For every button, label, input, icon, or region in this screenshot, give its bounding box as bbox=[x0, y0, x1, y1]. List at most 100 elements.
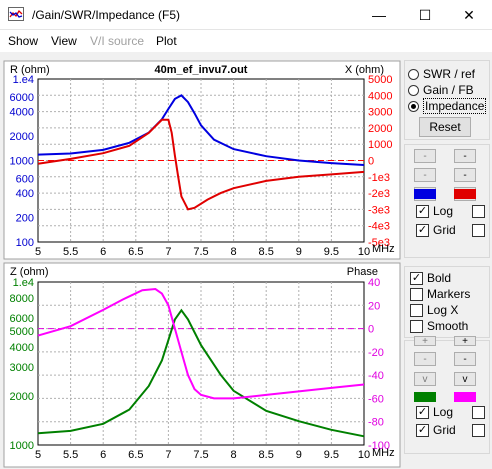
menu-plot[interactable]: Plot bbox=[156, 34, 177, 48]
bold-checkbox[interactable]: ✓ Bold bbox=[410, 270, 451, 286]
top-right-tick-label: 2000 bbox=[368, 123, 392, 135]
bottom-left-plus-button[interactable]: + bbox=[414, 336, 436, 347]
bottom-right-tick-label: 40 bbox=[368, 277, 380, 289]
r-axis-label: R (ohm) bbox=[10, 64, 50, 76]
bottom-log-box[interactable]: ✓ bbox=[416, 405, 429, 419]
side-panel: SWR / ref Gain / FB Impedance Reset - - … bbox=[402, 52, 492, 469]
logx-checkbox[interactable]: Log X bbox=[410, 302, 458, 318]
top-x-tick-label: 8.5 bbox=[259, 246, 274, 258]
bottom-right-tick-label: -80 bbox=[368, 417, 384, 429]
top-log-box[interactable]: ✓ bbox=[416, 204, 429, 218]
minimize-button[interactable]: — bbox=[372, 7, 386, 23]
radio-impedance[interactable]: Impedance bbox=[408, 98, 487, 114]
menu-view[interactable]: View bbox=[51, 34, 77, 48]
radio-swr-label: SWR / ref bbox=[423, 67, 476, 81]
x-series-line bbox=[37, 118, 365, 211]
bottom-x-tick-label: 7.5 bbox=[193, 449, 208, 461]
radio-impedance-dot[interactable] bbox=[408, 100, 419, 112]
bottom-right-plus-button[interactable]: + bbox=[454, 336, 476, 347]
reset-button[interactable]: Reset bbox=[419, 117, 471, 137]
top-grid-checkbox[interactable]: ✓ Grid bbox=[416, 222, 456, 238]
r-color-swatch[interactable] bbox=[414, 189, 436, 199]
menu-show[interactable]: Show bbox=[8, 34, 39, 48]
smooth-checkbox[interactable]: Smooth bbox=[410, 318, 468, 334]
mode-group bbox=[404, 60, 490, 140]
bottom-left-tick-label: 1000 bbox=[10, 440, 34, 452]
bottom-left-tick-label: 4000 bbox=[10, 342, 34, 354]
plots-svg: R (ohm) 40m_ef_invu7.out X (ohm) 1.e4600… bbox=[3, 60, 401, 468]
bottom-right-tick-label: 0 bbox=[368, 324, 374, 336]
bottom-right-minus-button[interactable]: - bbox=[454, 352, 476, 366]
top-left-up-button[interactable]: - bbox=[414, 149, 436, 163]
bottom-log-checkbox[interactable]: ✓ Log bbox=[416, 404, 453, 420]
z-color-swatch[interactable] bbox=[414, 392, 436, 402]
logx-box[interactable] bbox=[410, 303, 423, 317]
phase-color-swatch[interactable] bbox=[454, 392, 476, 402]
top-left-tick-label: 400 bbox=[16, 188, 34, 200]
top-x-tick-label: 8 bbox=[231, 246, 237, 258]
bottom-right-tick-label: -40 bbox=[368, 370, 384, 382]
bottom-controls-group bbox=[404, 340, 490, 454]
x-color-swatch[interactable] bbox=[454, 189, 476, 199]
phase-axis-ticks: 40 20 0 -20 -40 -60 -80 -100 bbox=[368, 277, 390, 452]
top-right-minus-button[interactable]: - bbox=[454, 168, 476, 182]
maximize-button[interactable]: ☐ bbox=[418, 6, 432, 23]
plots-area: R (ohm) 40m_ef_invu7.out X (ohm) 1.e4 600… bbox=[0, 52, 402, 469]
top-left-tick-label: 200 bbox=[16, 212, 34, 224]
radio-gain-dot[interactable] bbox=[408, 84, 419, 96]
top-right-tick-label: -2e3 bbox=[368, 188, 390, 200]
bottom-grid-checkbox[interactable]: ✓ Grid bbox=[416, 422, 456, 438]
top-left-tick-label: 6000 bbox=[10, 92, 34, 104]
bottom-right-tick-label: -60 bbox=[368, 393, 384, 405]
x-axis-ticks: 5000 4000 3000 2000 1000 0 -1e3 -2e3 -3e3 -4e3 -5e… bbox=[368, 74, 392, 249]
bold-box[interactable]: ✓ bbox=[410, 271, 423, 285]
bottom-right-down-button[interactable]: v bbox=[454, 372, 476, 386]
top-log-right-box[interactable] bbox=[472, 204, 485, 218]
r-series-line bbox=[37, 94, 365, 166]
plot-title: 40m_ef_invu7.out bbox=[155, 64, 248, 76]
top-right-up-button[interactable]: - bbox=[454, 149, 476, 163]
top-left-tick-label: 600 bbox=[16, 174, 34, 186]
bottom-x-tick-label: 9.5 bbox=[324, 449, 339, 461]
window-title: /Gain/SWR/Impedance (F5) bbox=[32, 8, 181, 22]
bottom-x-tick-label: 6.5 bbox=[128, 449, 143, 461]
top-log-checkbox[interactable]: ✓ Log bbox=[416, 203, 453, 219]
markers-label: Markers bbox=[427, 287, 471, 301]
bottom-log-right-box[interactable] bbox=[472, 405, 485, 419]
bottom-log-label: Log bbox=[433, 405, 454, 419]
top-controls-group bbox=[404, 144, 490, 258]
top-x-tick-label: 7 bbox=[165, 246, 171, 258]
top-x-tick-label: 10 bbox=[358, 246, 370, 258]
menu-vi-source[interactable]: V/I source bbox=[90, 34, 145, 48]
top-grid-right-box[interactable] bbox=[472, 223, 485, 237]
markers-checkbox[interactable]: Markers bbox=[410, 286, 470, 302]
bottom-left-minus-button[interactable]: - bbox=[414, 352, 436, 366]
bold-label: Bold bbox=[427, 271, 452, 285]
top-left-tick-label: 2000 bbox=[10, 131, 34, 143]
radio-swr[interactable]: SWR / ref bbox=[408, 66, 475, 82]
bottom-grid-box[interactable]: ✓ bbox=[416, 423, 429, 437]
title-bar: /Gain/SWR/Impedance (F5) — ☐ ✕ bbox=[0, 0, 492, 30]
bottom-log-right-checkbox[interactable] bbox=[472, 404, 489, 420]
bottom-left-down-button[interactable]: v bbox=[414, 372, 436, 386]
top-grid-box[interactable]: ✓ bbox=[416, 223, 429, 237]
top-right-tick-label: -3e3 bbox=[368, 204, 390, 216]
bottom-frequency-ticks: 5 5.5 6 6.5 7 7.5 8 8.5 9 9.5 10 bbox=[35, 449, 370, 461]
top-grid-right-checkbox[interactable] bbox=[472, 222, 489, 238]
smooth-box[interactable] bbox=[410, 319, 423, 333]
bottom-grid bbox=[38, 282, 364, 445]
close-button[interactable]: ✕ bbox=[463, 6, 475, 23]
top-left-minus-button[interactable]: - bbox=[414, 168, 436, 182]
phase-axis-label: Phase bbox=[347, 266, 378, 278]
top-log-right-checkbox[interactable] bbox=[472, 203, 489, 219]
bottom-grid-right-box[interactable] bbox=[472, 423, 485, 437]
markers-box[interactable] bbox=[410, 287, 423, 301]
top-right-tick-label: -4e3 bbox=[368, 221, 390, 233]
radio-swr-dot[interactable] bbox=[408, 68, 419, 80]
top-right-tick-label: 3000 bbox=[368, 107, 392, 119]
bottom-left-tick-label: 5000 bbox=[10, 326, 34, 338]
bottom-grid-right-checkbox[interactable] bbox=[472, 422, 489, 438]
top-xlabel: MHz bbox=[372, 243, 395, 255]
radio-gain[interactable]: Gain / FB bbox=[408, 82, 474, 98]
